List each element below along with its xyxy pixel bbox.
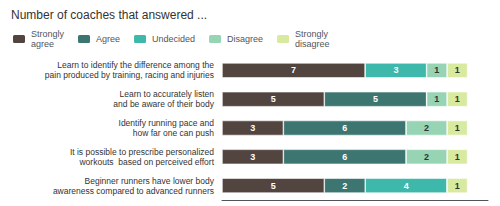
svg-text:Strongly: Strongly (31, 29, 65, 39)
svg-text:Undecided: Undecided (152, 34, 195, 44)
svg-text:6: 6 (342, 123, 347, 133)
svg-text:3: 3 (250, 123, 255, 133)
svg-text:how far one can push: how far one can push (133, 128, 215, 138)
svg-text:6: 6 (342, 152, 347, 162)
svg-text:workouts based on perceived e: workouts based on perceived effort (78, 157, 214, 167)
svg-text:2: 2 (424, 123, 429, 133)
svg-text:Identify running pace and: Identify running pace and (119, 118, 215, 128)
svg-text:1: 1 (455, 123, 460, 133)
svg-text:Learn to accurately listen: Learn to accurately listen (120, 89, 215, 99)
svg-text:1: 1 (455, 65, 460, 75)
svg-text:It is possible to prescribe pe: It is possible to prescribe personalized (70, 147, 214, 157)
svg-text:1: 1 (455, 181, 460, 191)
svg-text:awareness compared to advanced: awareness compared to advanced runners (53, 186, 214, 196)
svg-text:5: 5 (373, 94, 378, 104)
svg-text:5: 5 (271, 94, 276, 104)
svg-text:1: 1 (434, 94, 439, 104)
svg-text:and be aware of their body: and be aware of their body (113, 99, 214, 109)
svg-text:Number of coaches that answere: Number of coaches that answered ... (11, 8, 207, 22)
svg-text:agree: agree (31, 39, 54, 49)
svg-text:7: 7 (291, 65, 296, 75)
svg-text:Beginner runners have lower bo: Beginner runners have lower body (85, 176, 215, 186)
svg-text:disagree: disagree (295, 39, 330, 49)
svg-text:Learn to identify the differen: Learn to identify the difference among t… (57, 60, 214, 70)
svg-text:Strongly: Strongly (295, 29, 329, 39)
svg-text:4: 4 (404, 181, 409, 191)
svg-text:2: 2 (424, 152, 429, 162)
svg-text:Agree: Agree (96, 34, 120, 44)
svg-text:1: 1 (455, 152, 460, 162)
svg-text:1: 1 (455, 94, 460, 104)
svg-text:Disagree: Disagree (227, 34, 263, 44)
svg-text:2: 2 (342, 181, 347, 191)
svg-text:3: 3 (393, 65, 398, 75)
svg-text:pain produced by training, rac: pain produced by training, racing and in… (45, 70, 214, 80)
svg-text:3: 3 (250, 152, 255, 162)
svg-text:5: 5 (271, 181, 276, 191)
svg-text:1: 1 (434, 65, 439, 75)
